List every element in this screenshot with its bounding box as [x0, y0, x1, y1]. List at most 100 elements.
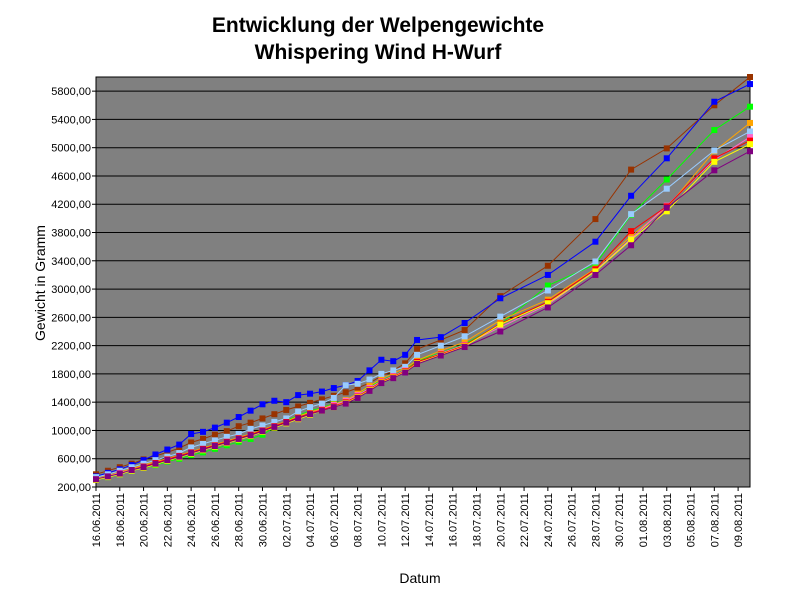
data-point [628, 236, 635, 243]
data-point [544, 300, 551, 307]
data-point [354, 394, 361, 401]
data-point [437, 352, 444, 359]
data-point [295, 408, 302, 415]
data-point [663, 176, 670, 183]
data-point [628, 228, 635, 235]
data-point [663, 208, 670, 215]
data-point [330, 404, 337, 411]
x-tick-label: 16.07.2011 [448, 493, 460, 547]
data-point [318, 396, 325, 403]
data-point [747, 103, 753, 110]
data-point [461, 320, 468, 326]
data-point [663, 145, 670, 152]
data-point [342, 400, 349, 407]
data-point [497, 317, 504, 324]
data-point [200, 435, 207, 442]
data-point [342, 389, 349, 396]
data-point [211, 424, 218, 431]
data-point [211, 437, 218, 444]
data-point [152, 460, 159, 467]
data-point [544, 282, 551, 289]
x-tick-label: 20.06.2011 [139, 493, 151, 547]
data-point [354, 385, 361, 392]
series-group [93, 74, 753, 483]
data-point [259, 415, 266, 422]
data-point [318, 400, 325, 407]
data-point [330, 385, 337, 392]
x-tick-label: 18.07.2011 [472, 493, 484, 547]
data-point [711, 155, 718, 162]
data-point [747, 134, 753, 141]
gridlines [96, 90, 750, 460]
data-point [307, 404, 314, 411]
data-point [592, 258, 599, 265]
y-tick-label: 2600,00 [51, 312, 91, 324]
x-tick-label: 18.06.2011 [115, 493, 127, 547]
data-point [188, 444, 195, 451]
data-point [200, 440, 207, 447]
data-point [390, 358, 397, 365]
data-point [116, 470, 123, 477]
data-point [188, 430, 195, 437]
data-point [271, 411, 278, 418]
data-point [402, 360, 409, 367]
x-axis: 16.06.2011 18.06.2011 20.06.2011 22.06.2011… [91, 487, 745, 547]
data-point [318, 407, 325, 414]
y-tick-label: 5800,00 [51, 86, 91, 98]
x-tick-label: 26.06.2011 [210, 493, 222, 547]
data-point [283, 399, 290, 406]
data-point [414, 361, 421, 367]
data-point [497, 313, 504, 320]
data-point [188, 450, 195, 457]
data-point [271, 397, 278, 404]
x-tick-label: 20.07.2011 [495, 493, 507, 547]
x-tick-label: 05.08.2011 [686, 493, 698, 547]
data-point [176, 441, 183, 448]
data-point [307, 411, 314, 418]
data-point [711, 102, 718, 109]
data-point [235, 430, 242, 437]
y-axis: 200,00 600,00 1000,00 1400,00 1800,00 2200,00… [51, 86, 96, 494]
data-point [747, 141, 753, 148]
data-point [402, 363, 409, 370]
data-point [402, 369, 409, 376]
data-point [235, 414, 242, 421]
data-point [747, 74, 753, 80]
data-point [235, 423, 242, 430]
data-point [247, 426, 254, 433]
data-point [330, 394, 337, 401]
data-point [592, 271, 599, 278]
x-tick-label: 04.07.2011 [305, 493, 317, 547]
x-tick-label: 28.07.2011 [590, 493, 602, 547]
chart-subtitle: Whispering Wind H-Wurf [254, 41, 502, 64]
data-point [628, 242, 635, 249]
data-point [461, 327, 468, 334]
data-point [711, 167, 718, 174]
data-point [747, 137, 753, 144]
data-point [747, 128, 753, 135]
data-point [200, 428, 207, 435]
y-tick-label: 4600,00 [51, 171, 91, 183]
data-point [283, 406, 290, 413]
data-point [188, 439, 195, 446]
data-point [711, 147, 718, 154]
x-tick-label: 24.06.2011 [186, 493, 198, 547]
x-tick-label: 02.07.2011 [281, 493, 293, 547]
data-point [176, 445, 183, 452]
data-point [461, 333, 468, 340]
y-tick-label: 3800,00 [51, 228, 91, 240]
x-tick-label: 14.07.2011 [424, 493, 436, 547]
y-tick-label: 1800,00 [51, 369, 91, 381]
x-tick-label: 30.07.2011 [614, 493, 626, 547]
y-tick-label: 5400,00 [51, 114, 91, 126]
data-point [414, 351, 421, 358]
data-point [711, 127, 718, 134]
y-tick-label: 5000,00 [51, 143, 91, 155]
data-point [663, 155, 670, 162]
data-point [390, 375, 397, 382]
y-tick-label: 3400,00 [51, 256, 91, 268]
data-point [211, 431, 218, 438]
data-point [164, 457, 171, 464]
data-point [366, 387, 373, 394]
